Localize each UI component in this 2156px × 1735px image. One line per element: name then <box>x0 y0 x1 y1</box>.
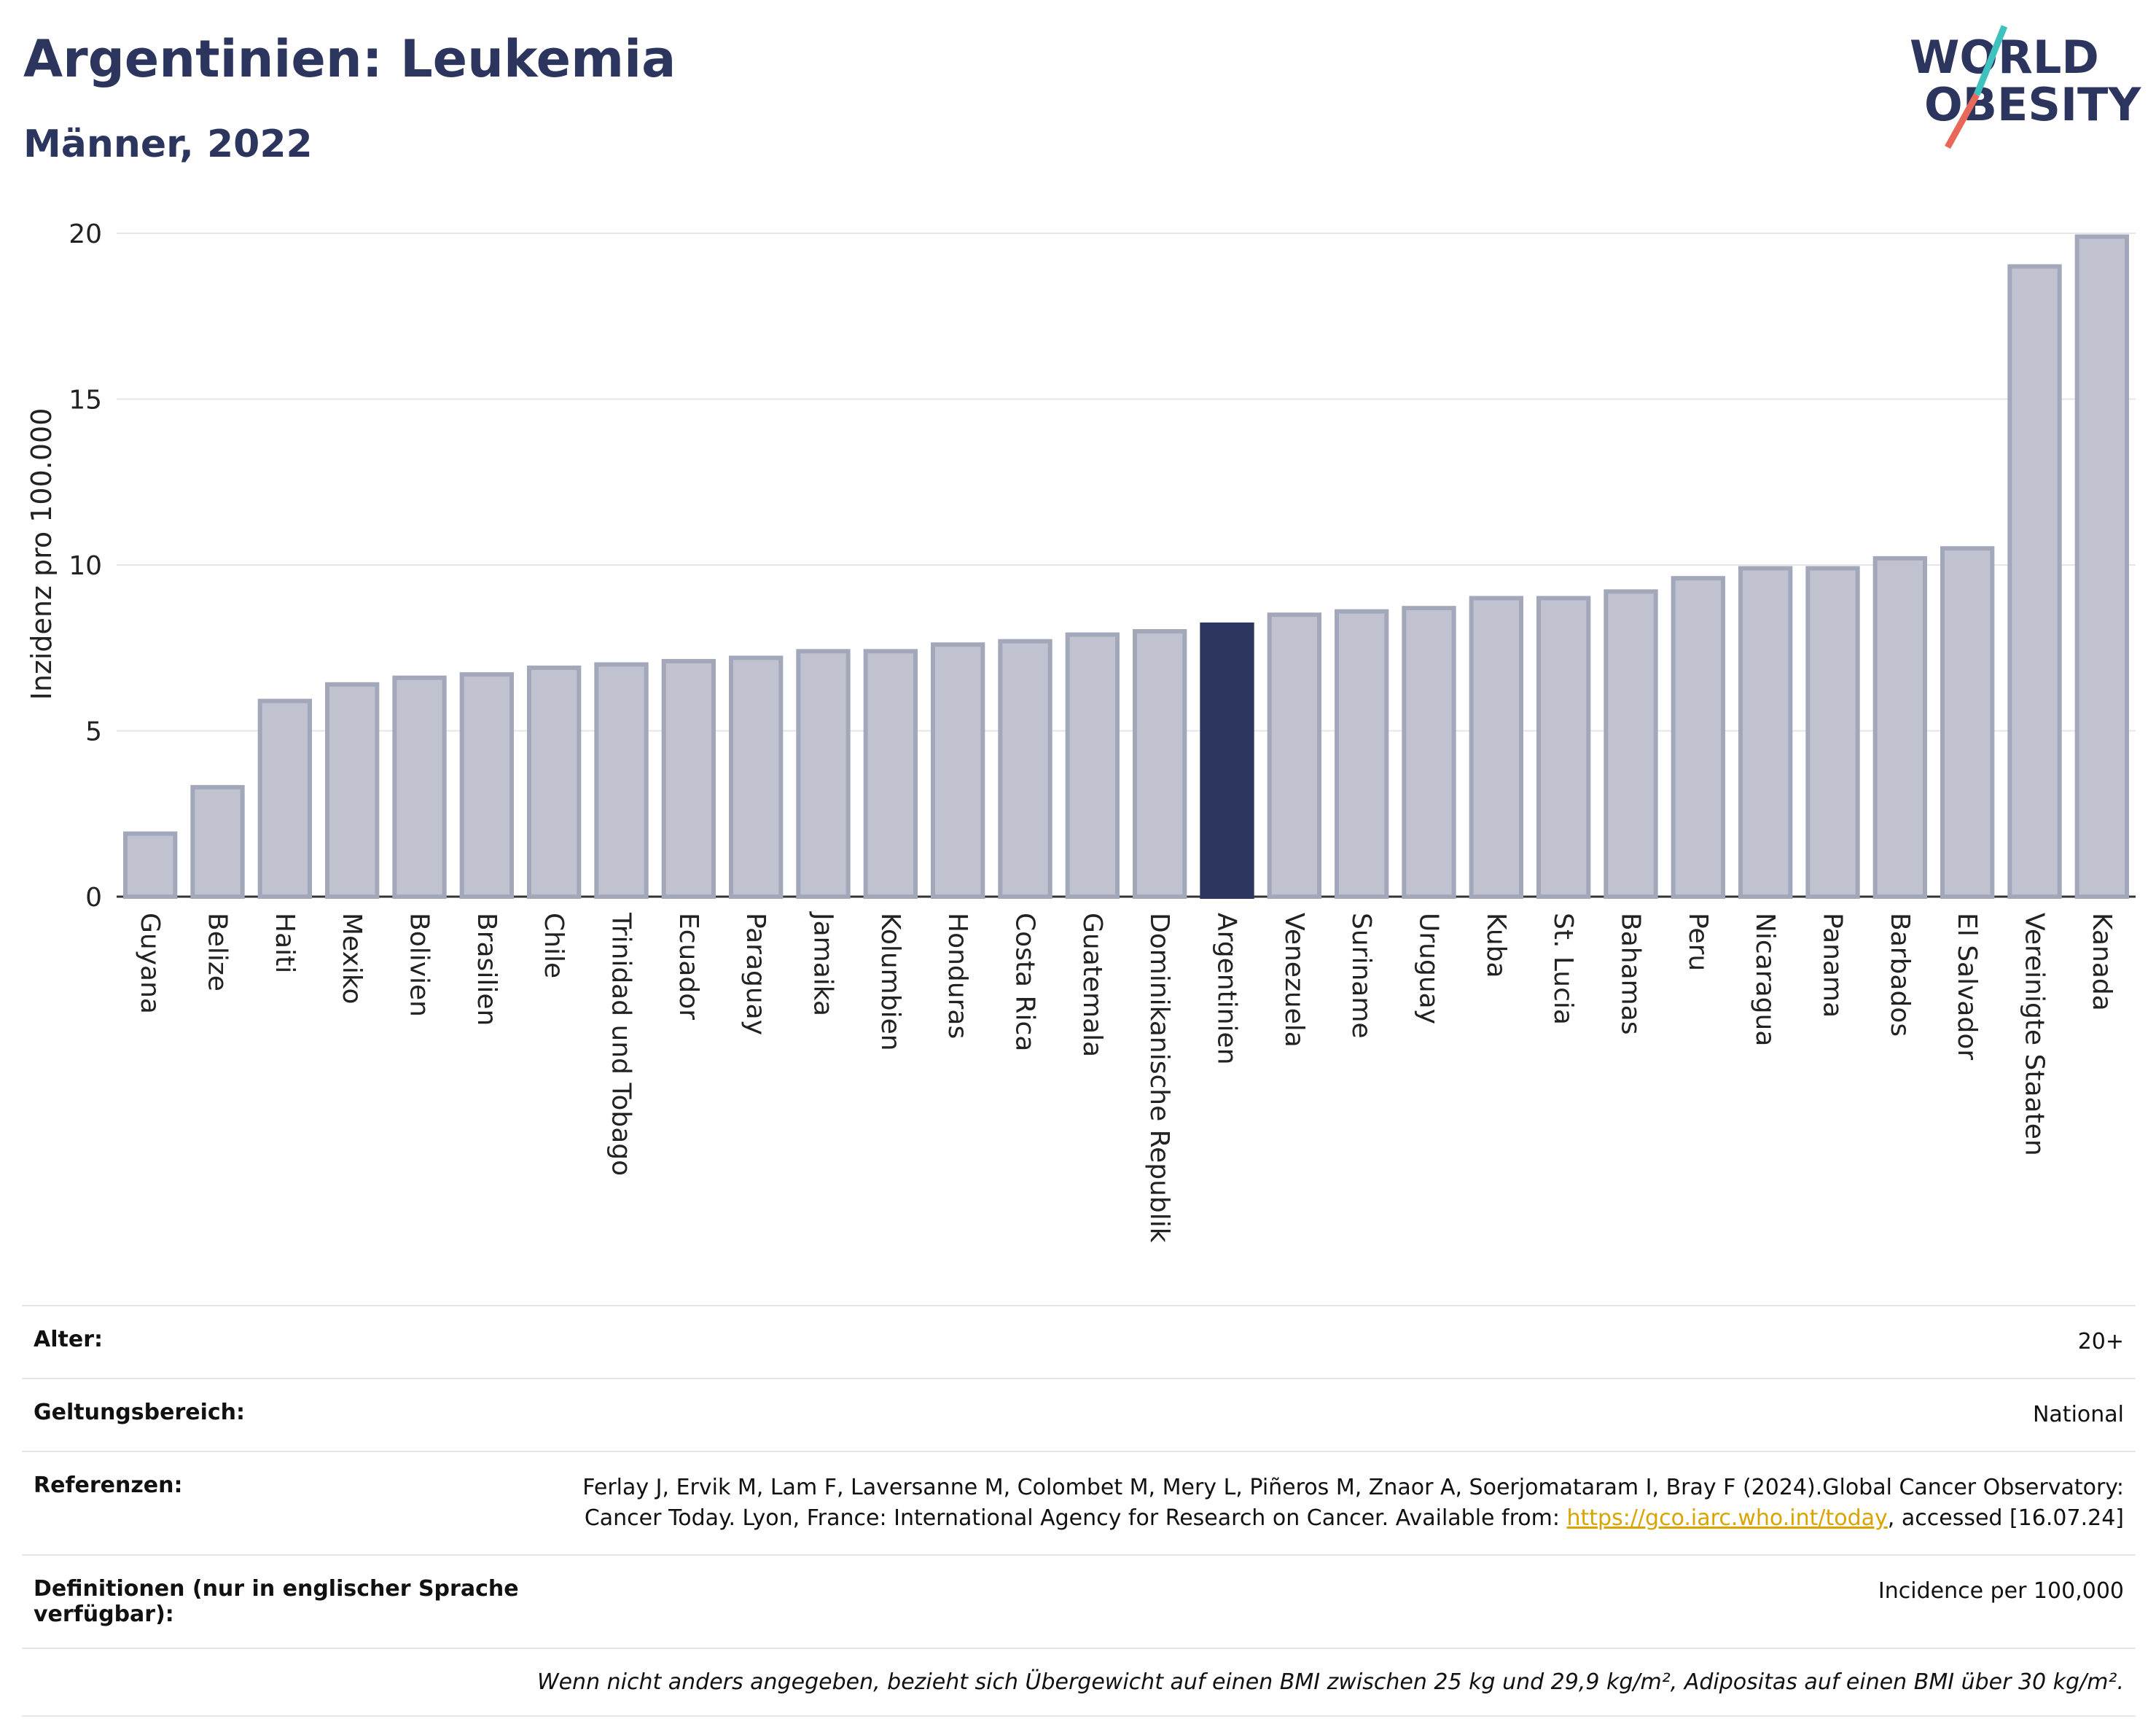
logo-slash-coral <box>1945 93 1980 149</box>
bar-kanada <box>2074 234 2129 899</box>
x-tick-label: Ecuador <box>673 913 703 1020</box>
x-tick-label: Brasilien <box>472 913 501 1026</box>
x-tick-label: Suriname <box>1346 913 1376 1039</box>
bar-trinidad-und-tobago <box>594 662 649 899</box>
bar-panama <box>1805 566 1860 899</box>
x-tick-label: Peru <box>1683 913 1713 971</box>
x-tick-label: St. Lucia <box>1548 913 1578 1025</box>
x-tick-label: Dominikanische Republik <box>1144 913 1174 1243</box>
meta-ref-text-2: , accessed [16.07.24] <box>1887 1505 2124 1531</box>
x-tick-label: Bahamas <box>1616 913 1646 1035</box>
x-tick-label: Trinidad und Tobago <box>606 912 636 1176</box>
bar-kolumbien <box>863 649 918 899</box>
bar-haiti <box>257 698 312 899</box>
x-tick-label: Haiti <box>270 913 300 973</box>
x-tick-label: Jamaika <box>808 911 838 1016</box>
bar-jamaika <box>796 649 851 899</box>
x-tick-label: Panama <box>1818 913 1848 1018</box>
meta-age-label: Alter: <box>22 1305 555 1379</box>
bar-costa-rica <box>998 639 1052 900</box>
bar-peru <box>1671 576 1725 899</box>
meta-note: Wenn nicht anders angegeben, bezieht sic… <box>22 1648 2136 1717</box>
bar-uruguay <box>1402 606 1456 900</box>
x-tick-label: Uruguay <box>1414 913 1444 1024</box>
meta-scope-value: National <box>555 1378 2136 1452</box>
x-tick-label: Venezuela <box>1279 913 1309 1048</box>
bar-kuba <box>1469 596 1523 899</box>
bar-guyana <box>123 831 178 900</box>
x-tick-label: Barbados <box>1885 913 1915 1037</box>
x-tick-label: Nicaragua <box>1750 913 1780 1046</box>
bar-nicaragua <box>1738 566 1793 899</box>
bar-dominikanische-republik <box>1133 629 1187 899</box>
bar-st-lucia <box>1536 596 1591 899</box>
bar-paraguay <box>729 655 784 900</box>
x-tick-label: Honduras <box>942 913 972 1039</box>
meta-def-label: Definitionen (nur in englischer Sprache … <box>22 1554 555 1649</box>
x-tick-label: Argentinien <box>1212 913 1242 1065</box>
y-tick-label: 20 <box>69 219 102 249</box>
meta-ref-text-1: Ferlay J, Ervik M, Lam F, Laversanne M, … <box>582 1475 2124 1531</box>
x-tick-label: Vereinigte Staaten <box>2020 913 2050 1156</box>
bar-barbados <box>1872 555 1927 900</box>
x-tick-label: Mexiko <box>337 913 367 1004</box>
bar-suriname <box>1335 609 1389 899</box>
bar-brasilien <box>459 672 514 900</box>
bar-bolivien <box>392 675 447 899</box>
logo-slash-teal <box>1973 25 2008 96</box>
bar-vereinigte-staaten <box>2007 264 2062 899</box>
x-tick-label: Guatemala <box>1077 913 1107 1057</box>
x-tick-label: Kolumbien <box>875 913 905 1051</box>
meta-row-scope: Geltungsbereich: National <box>22 1378 2136 1452</box>
logo-line-1: WORLD <box>1910 31 2099 84</box>
page-subtitle: Männer, 2022 <box>23 122 313 166</box>
bar-honduras <box>931 642 985 899</box>
meta-row-note: Wenn nicht anders angegeben, bezieht sic… <box>22 1648 2136 1717</box>
x-tick-label: Paraguay <box>741 913 770 1035</box>
x-tick-label: Bolivien <box>405 913 434 1017</box>
x-tick-label: Belize <box>203 913 233 991</box>
reference-link[interactable]: https://gco.iarc.who.int/today <box>1566 1505 1888 1531</box>
y-tick-label: 0 <box>85 883 102 913</box>
y-tick-label: 5 <box>85 717 102 747</box>
y-tick-label: 10 <box>69 551 102 581</box>
x-tick-label: Guyana <box>135 913 165 1014</box>
x-tick-label: Kuba <box>1481 913 1511 978</box>
x-tick-label: El Salvador <box>1952 913 1982 1060</box>
meta-ref-value: Ferlay J, Ervik M, Lam F, Laversanne M, … <box>555 1451 2136 1556</box>
page-title: Argentinien: Leukemia <box>23 29 676 89</box>
bar-bahamas <box>1604 589 1658 900</box>
y-tick-label: 15 <box>69 386 102 416</box>
bar-mexiko <box>325 682 380 899</box>
bar-guatemala <box>1065 632 1120 899</box>
bar-belize <box>190 784 245 899</box>
x-tick-label: Kanada <box>2087 913 2117 1011</box>
meta-def-value: Incidence per 100,000 <box>555 1554 2136 1649</box>
bar-chart: 0 5 10 15 20 Guyana Belize Haiti Mexiko Bolivien… <box>26 219 2136 1243</box>
bar-el-salvador <box>1940 546 1995 899</box>
bar-argentinien <box>1200 622 1254 900</box>
meta-row-references: Referenzen: Ferlay J, Ervik M, Lam F, La… <box>22 1451 2136 1556</box>
x-tick-label: Costa Rica <box>1010 913 1040 1051</box>
bar-venezuela <box>1267 612 1321 899</box>
meta-scope-label: Geltungsbereich: <box>22 1378 555 1452</box>
meta-ref-label: Referenzen: <box>22 1451 555 1556</box>
world-obesity-logo: WORLD OBESITY <box>1910 25 2141 149</box>
meta-age-value: 20+ <box>555 1305 2136 1379</box>
y-axis-label: Inzidenz pro 100.000 <box>26 408 58 701</box>
bar-chile <box>527 666 582 899</box>
meta-row-age: Alter: 20+ <box>22 1305 2136 1379</box>
metadata-table: Alter: 20+ Geltungsbereich: National Ref… <box>22 1305 2136 1717</box>
meta-row-definitions: Definitionen (nur in englischer Sprache … <box>22 1554 2136 1649</box>
bar-ecuador <box>661 658 716 899</box>
x-tick-label: Chile <box>539 913 569 978</box>
